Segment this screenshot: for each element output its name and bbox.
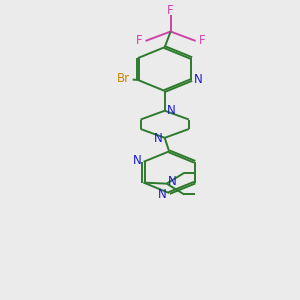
Text: N: N bbox=[133, 154, 142, 167]
Text: N: N bbox=[154, 132, 163, 145]
Text: N: N bbox=[167, 104, 176, 117]
Text: F: F bbox=[136, 34, 142, 47]
Text: N: N bbox=[158, 188, 167, 201]
Text: F: F bbox=[167, 4, 174, 17]
Text: N: N bbox=[194, 74, 202, 86]
Text: F: F bbox=[199, 34, 206, 47]
Text: N: N bbox=[167, 176, 176, 188]
Text: Br: Br bbox=[117, 72, 130, 86]
